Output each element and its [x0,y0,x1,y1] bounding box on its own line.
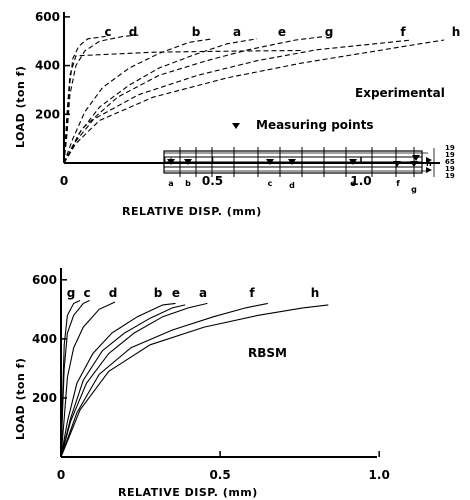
series-line-c [63,35,106,164]
y-tick-label: 600 [32,273,57,287]
inset-dim: 19 [445,165,455,173]
measuring-point-icon [393,161,401,167]
series-label-b: b [192,25,201,39]
series-label-g: g [325,25,334,39]
top-x-axis-label: RELATIVE DISP. (mm) [122,205,262,218]
y-tick-label: 600 [35,10,60,24]
series-line-d [63,34,139,164]
measuring-points-note: Measuring points [256,118,374,132]
series-label-f: f [400,25,406,39]
inset-point-label: b [185,179,191,188]
inset-dim: 65 [445,158,455,166]
series-line-f [60,302,268,458]
top-y-axis-label: LOAD (ton f) [14,66,27,148]
x-tick-label: 0 [57,468,65,482]
x-tick-label: 0.5 [202,174,223,188]
series-label-b: b [154,286,163,300]
series-label-g: g [67,286,76,300]
x-tick-label: 1.0 [369,468,390,482]
inset-point-label: c [268,179,273,188]
bottom-annotation: RBSM [248,346,287,360]
series-line-g [63,49,302,164]
y-tick-label: 200 [35,107,60,121]
bottom-x-axis-label: RELATIVE DISP. (mm) [118,486,258,499]
measuring-point-icon [412,155,420,161]
inset-point-label: f [396,179,400,188]
bottom-ticks: 0 0.5 1.0 200 400 600 [32,273,390,482]
top-annotation: Experimental [355,86,445,100]
y-tick-label: 400 [35,59,60,73]
series-label-d: d [129,25,138,39]
y-tick-label: 200 [32,391,57,405]
series-label-e: e [278,25,286,39]
series-line-e [60,304,186,458]
series-line-d [60,301,116,458]
measuring-point-icon [410,161,418,167]
series-label-f: f [249,286,255,300]
series-label-h: h [311,286,320,300]
series-label-c: c [104,25,111,39]
inset-point-label: g [411,185,417,194]
bottom-y-axis-label: LOAD (ton f) [14,358,27,440]
measuring-point-icon [349,159,357,165]
series-label-a: a [199,286,207,300]
inset-arrow-icon [426,157,432,163]
y-tick-label: 400 [32,332,57,346]
measuring-point-icon [266,159,274,165]
inset-h-label: h [426,159,432,168]
experimental-chart: 0 0.5 1.0 200 400 600 c d b a e g f h Experimental M… [14,10,460,218]
inset-dim: 19 [445,144,455,152]
series-line-b [60,302,176,458]
inset-point-label: e [350,179,356,188]
inset-point-label: a [168,179,173,188]
inset-markers [167,155,420,167]
inset-dim: 19 [445,172,455,180]
measuring-point-icon [184,159,192,165]
series-line-b [63,38,213,164]
inset-point-label: d [289,181,295,190]
series-line-c [60,300,90,458]
series-label-a: a [233,25,241,39]
series-line-f [63,39,412,164]
series-label-d: d [109,286,118,300]
measuring-point-marker-icon [232,123,240,129]
series-line-h [60,304,329,458]
series-label-c: c [83,286,90,300]
measuring-point-icon [167,159,175,165]
series-line-h [63,39,445,164]
inset-dim: 19 [445,151,455,159]
inset-labels: a b c d e f g [168,179,417,194]
series-line-a [63,38,258,164]
top-curves [63,34,445,164]
inset-arrow-icon [426,167,432,173]
series-line-e [63,35,326,164]
x-tick-label: 1.0 [350,174,371,188]
series-line-a [60,302,208,458]
bottom-curves [60,299,329,458]
beam-inset-diagram: a b c d e f g h 19 19 65 19 19 [163,144,455,194]
series-label-h: h [452,25,461,39]
series-label-e: e [172,286,180,300]
x-tick-label: 0 [60,174,68,188]
measuring-point-icon [288,159,296,165]
x-tick-label: 0.5 [209,468,230,482]
